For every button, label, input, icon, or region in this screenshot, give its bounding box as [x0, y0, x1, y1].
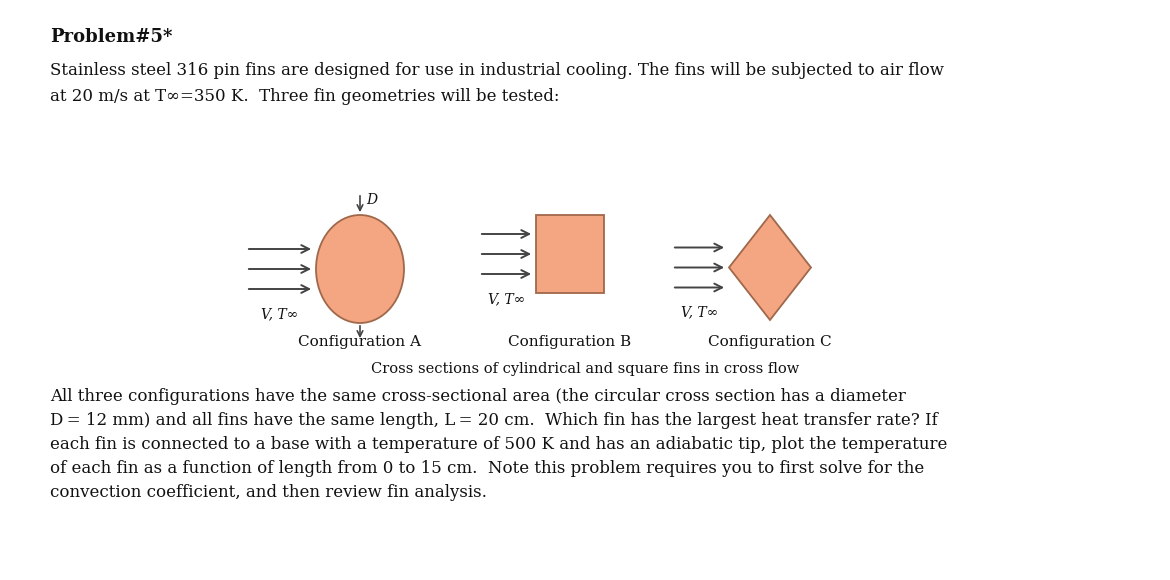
Text: D = 12 mm) and all fins have the same length, L = 20 cm.  Which fin has the larg: D = 12 mm) and all fins have the same le…	[50, 412, 937, 429]
Text: Configuration B: Configuration B	[509, 335, 632, 349]
Text: of each fin as a function of length from 0 to 15 cm.  Note this problem requires: of each fin as a function of length from…	[50, 460, 924, 477]
Text: V, T∞: V, T∞	[488, 292, 525, 306]
Bar	[536, 215, 604, 293]
Text: All three configurations have the same cross-sectional area (the circular cross : All three configurations have the same c…	[50, 388, 906, 405]
Polygon shape	[729, 215, 811, 320]
Text: each fin is connected to a base with a temperature of 500 K and has an adiabatic: each fin is connected to a base with a t…	[50, 436, 948, 453]
Text: Configuration C: Configuration C	[708, 335, 832, 349]
Text: V, T∞: V, T∞	[681, 306, 718, 320]
Text: Stainless steel 316 pin fins are designed for use in industrial cooling. The fin: Stainless steel 316 pin fins are designe…	[50, 62, 944, 79]
Text: convection coefficient, and then review fin analysis.: convection coefficient, and then review …	[50, 484, 487, 501]
Text: Configuration A: Configuration A	[298, 335, 421, 349]
Text: V, T∞: V, T∞	[261, 307, 298, 321]
Text: Cross sections of cylindrical and square fins in cross flow: Cross sections of cylindrical and square…	[371, 362, 799, 376]
Text: D: D	[366, 193, 377, 207]
Ellipse shape	[316, 215, 404, 323]
Text: at 20 m/s at T∞=350 K.  Three fin geometries will be tested:: at 20 m/s at T∞=350 K. Three fin geometr…	[50, 88, 559, 105]
Text: Problem#5*: Problem#5*	[50, 28, 172, 46]
